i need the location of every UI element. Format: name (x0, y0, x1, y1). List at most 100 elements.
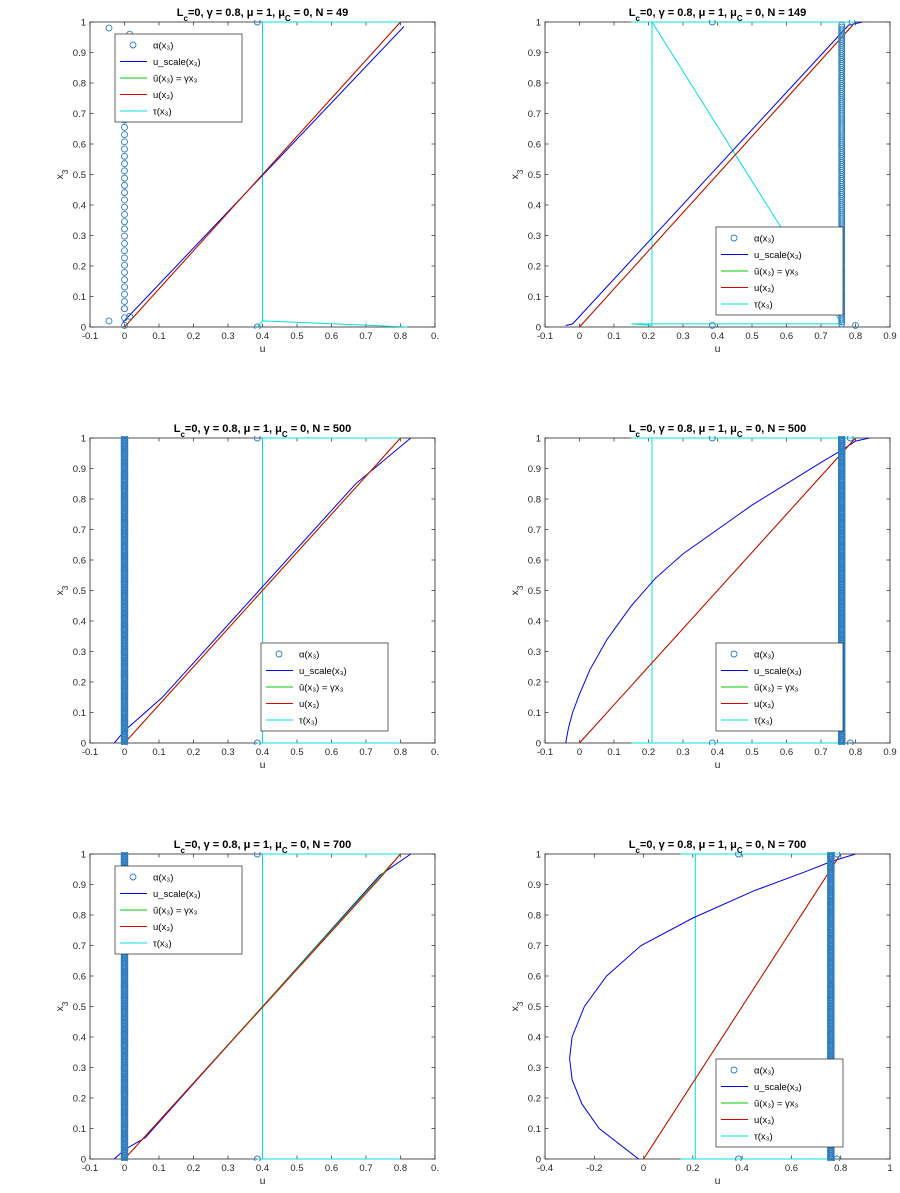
x-tick-label: 0.4 (256, 331, 269, 342)
tau-marker (708, 322, 716, 329)
y-tick-label: 0 (81, 1155, 86, 1166)
legend-u-scale: u_scale(x₃) (754, 250, 802, 261)
x-axis-label: u (260, 343, 266, 355)
x-tick-label: 0.6 (325, 1163, 338, 1174)
alpha-marker (105, 317, 113, 325)
y-tick-label: 0.6 (528, 972, 541, 983)
alpha-marker (121, 203, 128, 211)
y-tick-label: 0.7 (73, 525, 86, 536)
legend: α(x₃) u_scale(x₃) ū(x₃) = γx₃ u(x₃) τ(x₃) (260, 642, 389, 732)
y-tick-label: 0.4 (73, 1033, 86, 1044)
x-tick-label: -0.1 (82, 747, 98, 758)
y-tick-label: 0.6 (528, 556, 541, 567)
alpha-marker (121, 322, 128, 329)
alpha-marker (846, 739, 854, 745)
u-line (124, 437, 401, 744)
x-tick-label: 0 (577, 747, 582, 758)
x-tick-label: 0.1 (607, 331, 620, 342)
alpha-marker (121, 167, 128, 175)
x-tick-label: 0.4 (736, 1163, 749, 1174)
tau-line (257, 853, 401, 1160)
legend-tau: τ(x₃) (153, 107, 172, 118)
alpha-marker (121, 254, 128, 262)
alpha-marker (121, 290, 128, 298)
alpha-marker (121, 160, 128, 168)
alpha-marker (838, 25, 846, 33)
tau-marker (253, 20, 261, 26)
y-tick-label: 1 (536, 18, 541, 29)
y-tick-label: 0.8 (73, 911, 86, 922)
legend-alpha: α(x₃) (754, 1066, 774, 1077)
x-tick-label: -0.1 (82, 331, 98, 342)
y-tick-label: 0 (536, 1155, 541, 1166)
y-tick-label: 0.5 (528, 170, 541, 181)
y-tick-label: 0.9 (73, 880, 86, 891)
x-tick-label: 0.8 (394, 331, 407, 342)
x-tick-label: -0.1 (537, 331, 553, 342)
legend-alpha: α(x₃) (153, 41, 173, 52)
x-tick-label: 0 (641, 1163, 646, 1174)
x-tick-label: 0.8 (394, 747, 407, 758)
y-tick-label: 0.5 (528, 1002, 541, 1013)
x-tick-label: -0.1 (82, 1163, 98, 1174)
y-axis-label: x3 (54, 169, 70, 179)
plot-layer (569, 852, 856, 1161)
y-tick-label: 0.8 (528, 495, 541, 506)
tau-line (257, 437, 401, 744)
x-tick-label: 0.7 (359, 1163, 372, 1174)
y-tick-label: 0.9 (528, 48, 541, 59)
x-axis-label: u (715, 759, 721, 771)
legend: α(x₃) u_scale(x₃) ū(x₃) = γx₃ u(x₃) τ(x₃) (114, 33, 243, 123)
y-tick-label: 0.2 (528, 1094, 541, 1105)
legend-u-scale: u_scale(x₃) (153, 889, 201, 900)
y-tick-label: 0.1 (73, 292, 86, 303)
y-axis-label: x3 (54, 1001, 70, 1011)
legend-tau: τ(x₃) (754, 716, 773, 727)
x-tick-label: 0.9 (883, 747, 896, 758)
y-tick-label: 0.3 (73, 647, 86, 658)
legend-u: u(x₃) (754, 699, 774, 710)
legend-alpha-swatch (730, 1066, 738, 1074)
alpha-marker (121, 314, 128, 322)
alpha-marker (121, 268, 128, 276)
tau-marker (253, 1155, 261, 1161)
alpha-marker (838, 23, 846, 31)
legend-alpha: α(x₃) (754, 650, 774, 661)
x-tick-label: 0.1 (152, 331, 165, 342)
x-tick-label: 0.4 (256, 747, 269, 758)
y-tick-label: 0.6 (528, 140, 541, 151)
x-tick-label: 0 (577, 331, 582, 342)
legend-u: u(x₃) (299, 699, 319, 710)
y-tick-label: 0.9 (528, 880, 541, 891)
x-tick-label: 0.7 (814, 331, 827, 342)
alpha-marker (105, 24, 113, 32)
alpha-marker (848, 20, 856, 26)
tau-marker (253, 323, 261, 329)
chart-title: Lc=0, γ = 0.8, μ = 1, μC = 0, N = 500 (629, 423, 807, 439)
alpha-markers (120, 436, 129, 745)
alpha-marker (120, 852, 129, 858)
alpha-marker (846, 436, 854, 442)
tau-marker (734, 1155, 742, 1161)
y-axis-label: x3 (509, 1001, 525, 1011)
alpha-marker (121, 189, 128, 197)
x-tick-label: 0.2 (187, 331, 200, 342)
legend-alpha-swatch (730, 234, 738, 242)
y-tick-label: 0.2 (73, 262, 86, 273)
alpha-marker (121, 232, 128, 240)
alpha-marker (833, 852, 841, 858)
x-axis-label: u (260, 1175, 266, 1187)
chart-title: Lc=0, γ = 0.8, μ = 1, μC = 0, N = 500 (174, 423, 352, 439)
alpha-marker (121, 305, 128, 313)
chart-panel-5: -0.1 0 0.1 0.2 0.3 0.4 0.5 0.6 0.7 0.8 0.00.10.20.… (54, 839, 439, 1187)
u-scale-line (565, 437, 870, 744)
x-tick-label: 0. (431, 1163, 439, 1174)
alpha-marker (121, 276, 128, 284)
y-tick-label: 0.3 (528, 1063, 541, 1074)
alpha-marker (837, 436, 846, 442)
x-tick-label: 0.4 (711, 331, 724, 342)
y-tick-label: 1 (81, 850, 86, 861)
x-tick-label: 0.6 (780, 747, 793, 758)
y-tick-label: 0.4 (528, 1033, 541, 1044)
